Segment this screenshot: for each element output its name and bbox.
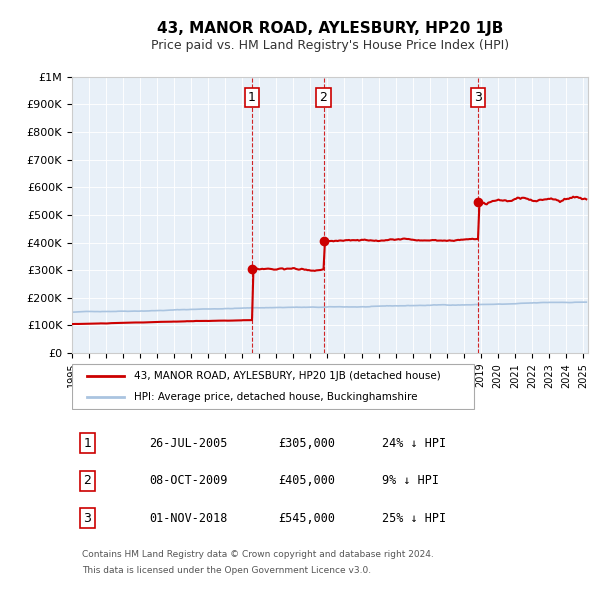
Text: 2: 2 [83,474,91,487]
Text: 25% ↓ HPI: 25% ↓ HPI [382,512,446,525]
Text: 01-NOV-2018: 01-NOV-2018 [149,512,228,525]
Text: This data is licensed under the Open Government Licence v3.0.: This data is licensed under the Open Gov… [82,566,371,575]
Text: Contains HM Land Registry data © Crown copyright and database right 2024.: Contains HM Land Registry data © Crown c… [82,550,434,559]
Text: £405,000: £405,000 [278,474,335,487]
Text: 2: 2 [320,91,328,104]
Text: 3: 3 [83,512,91,525]
Text: 43, MANOR ROAD, AYLESBURY, HP20 1JB: 43, MANOR ROAD, AYLESBURY, HP20 1JB [157,21,503,36]
Text: 9% ↓ HPI: 9% ↓ HPI [382,474,439,487]
Text: £545,000: £545,000 [278,512,335,525]
Text: 3: 3 [474,91,482,104]
FancyBboxPatch shape [72,364,475,409]
Text: £305,000: £305,000 [278,437,335,450]
Text: HPI: Average price, detached house, Buckinghamshire: HPI: Average price, detached house, Buck… [134,392,418,402]
Text: 24% ↓ HPI: 24% ↓ HPI [382,437,446,450]
Text: 1: 1 [83,437,91,450]
Text: 1: 1 [248,91,256,104]
Text: 08-OCT-2009: 08-OCT-2009 [149,474,228,487]
Text: Price paid vs. HM Land Registry's House Price Index (HPI): Price paid vs. HM Land Registry's House … [151,39,509,52]
Text: 43, MANOR ROAD, AYLESBURY, HP20 1JB (detached house): 43, MANOR ROAD, AYLESBURY, HP20 1JB (det… [134,371,440,381]
Text: 26-JUL-2005: 26-JUL-2005 [149,437,228,450]
